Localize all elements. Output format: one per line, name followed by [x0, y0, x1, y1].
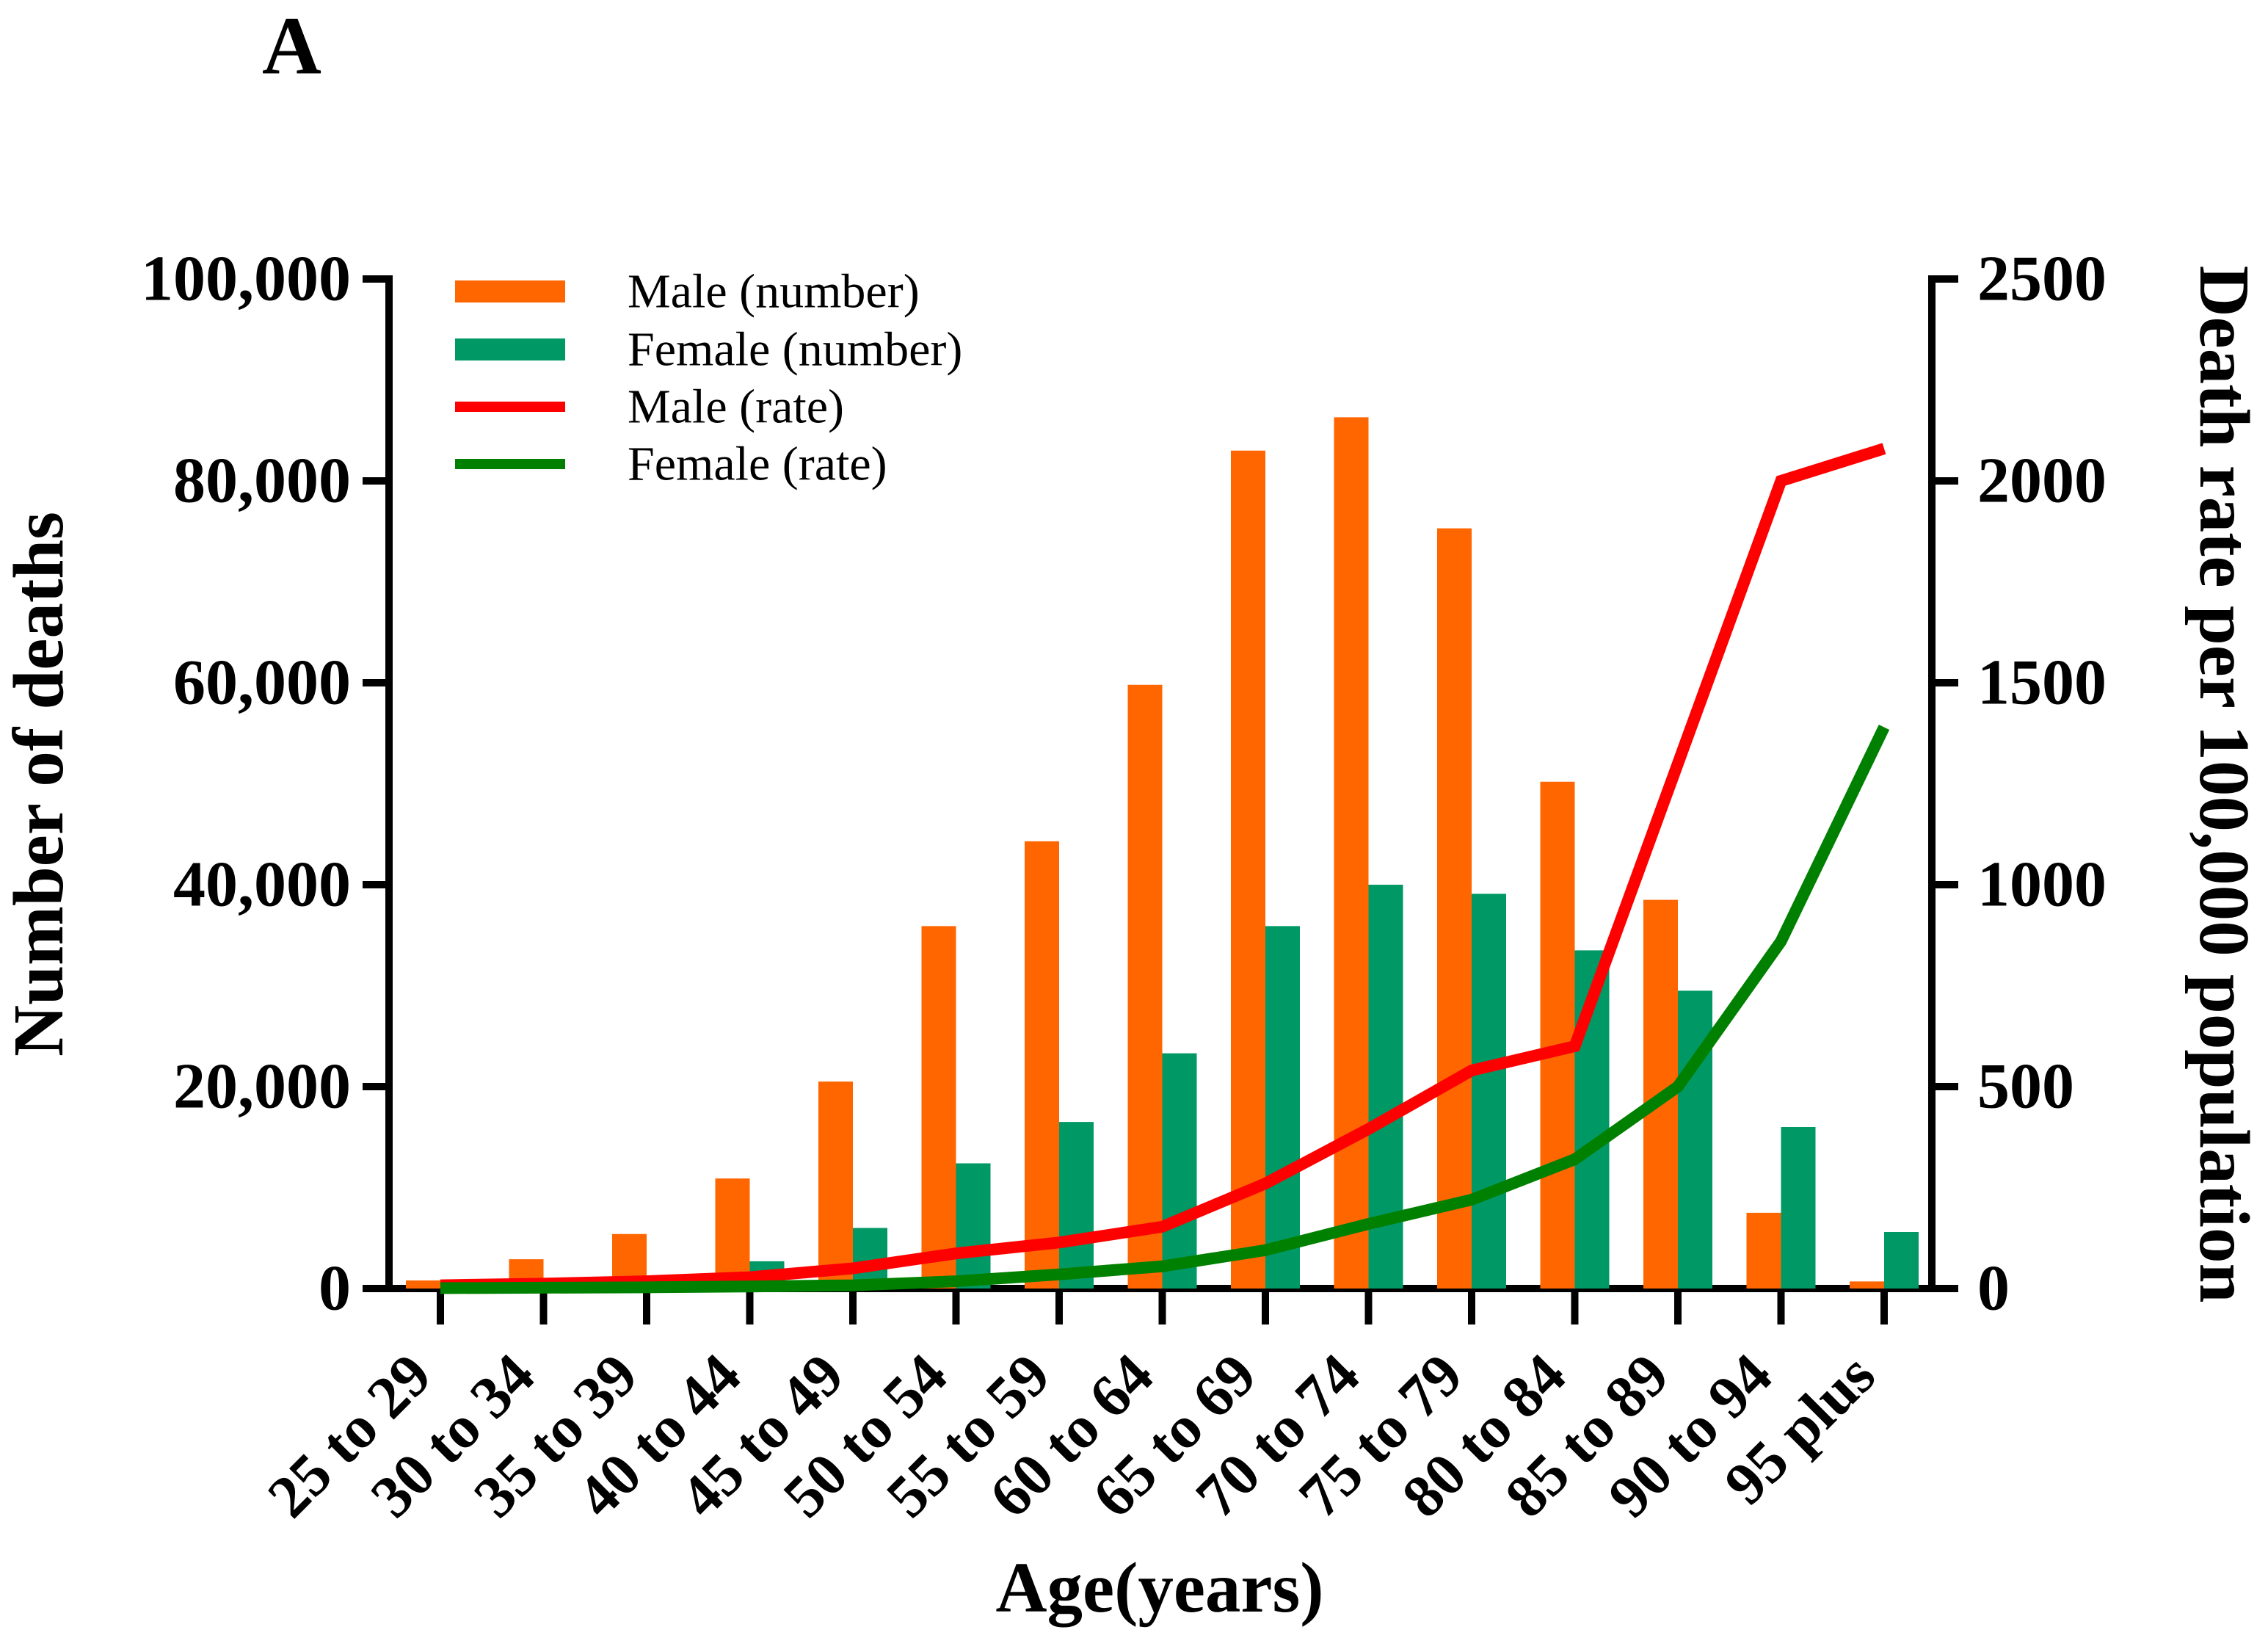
legend-swatch-female-rate [455, 459, 565, 469]
female-rate-line [440, 725, 1890, 1294]
y-left-tick-label: 20,000 [173, 1051, 351, 1123]
male-number-bar [1231, 450, 1265, 1289]
y-right-axis-title: Death rate per 100,000 population [2185, 266, 2264, 1303]
legend-swatch-female-number [455, 338, 565, 360]
legend-label-male-rate: Male (rate) [628, 380, 844, 434]
male-number-bar [1850, 1281, 1884, 1289]
y-right-tick-label: 2000 [1977, 446, 2107, 517]
female-number-bar [956, 1163, 991, 1289]
female-number-bar [1265, 926, 1300, 1289]
female-number-bar [1059, 1122, 1094, 1289]
y-right-tick-label: 1000 [1977, 849, 2107, 921]
y-left-tick-label: 60,000 [173, 648, 351, 719]
legend: Male (number) Female (number) Male (rate… [455, 265, 962, 491]
male-number-bar [921, 926, 956, 1289]
y-right-tick-label: 1500 [1977, 648, 2107, 719]
legend-label-male-number: Male (number) [628, 265, 920, 319]
x-axis-title: Age(years) [995, 1548, 1323, 1627]
male-number-bar [715, 1178, 750, 1289]
female-number-bar [1781, 1127, 1816, 1289]
male-number-bar [1746, 1212, 1781, 1289]
y-right-tick-label: 2500 [1977, 244, 2107, 315]
female-number-bar [1472, 894, 1506, 1289]
y-left-tick-label: 40,000 [173, 849, 351, 921]
y-right-tick-label: 0 [1977, 1253, 2010, 1324]
male-number-bar [818, 1081, 853, 1289]
y-left-tick-label: 0 [319, 1253, 351, 1324]
plot-area: 0 20,000 40,000 60,000 80,000 100,000 0 500 1000… [141, 244, 2107, 1530]
male-rate-line [440, 443, 1886, 1291]
y-left-tick-label: 100,000 [141, 244, 351, 315]
y-left-tick-label: 80,000 [173, 446, 351, 517]
male-number-bar [1437, 528, 1472, 1289]
panel-label: A [262, 1, 321, 92]
male-number-bar [1025, 841, 1059, 1289]
male-number-bar [406, 1280, 440, 1289]
legend-label-female-rate: Female (rate) [628, 438, 887, 491]
female-number-bar [1884, 1232, 1919, 1289]
legend-swatch-male-number [455, 280, 565, 302]
male-number-bar [1334, 417, 1369, 1289]
male-number-bar [1540, 781, 1575, 1289]
legend-label-female-number: Female (number) [628, 323, 962, 377]
male-number-bar [1127, 684, 1163, 1289]
y-right-tick-label: 500 [1977, 1051, 2074, 1123]
female-number-bar [1162, 1053, 1197, 1289]
legend-swatch-male-rate [455, 402, 565, 412]
y-left-axis-title: Number of deaths [0, 512, 78, 1057]
